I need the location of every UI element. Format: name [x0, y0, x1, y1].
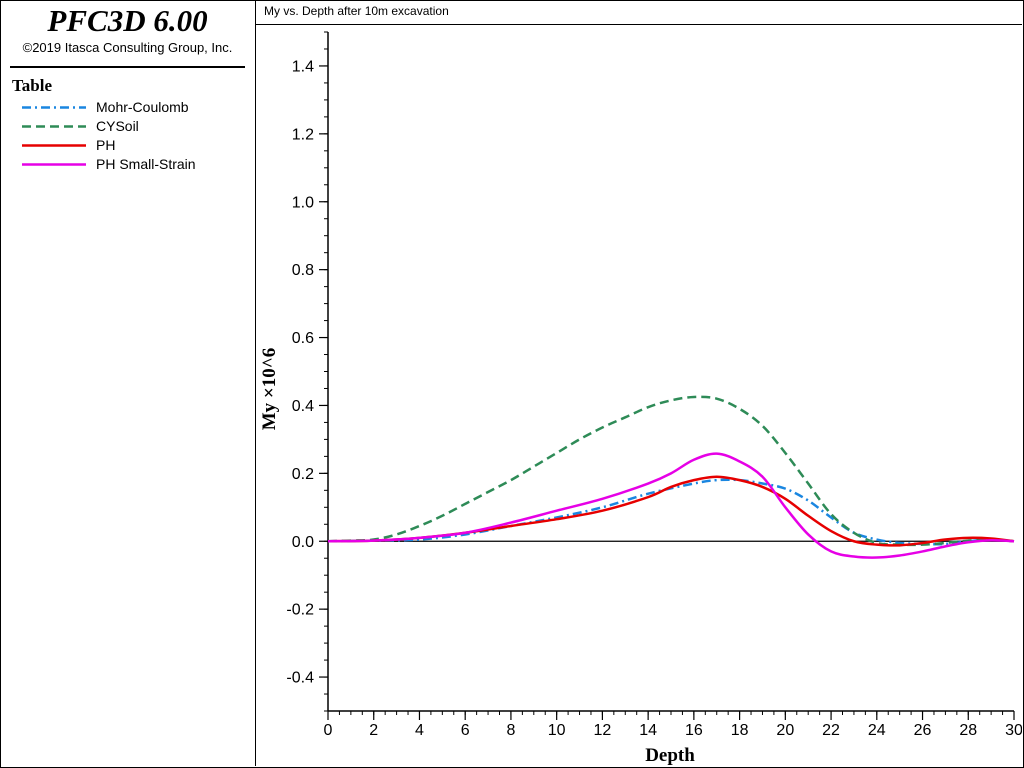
x-tick-label: 30: [1005, 722, 1022, 739]
x-tick-label: 28: [959, 722, 977, 739]
legend-swatch-mohr-coulomb: [22, 106, 86, 109]
legend-title: Table: [12, 76, 53, 95]
y-tick-label: -0.2: [286, 602, 314, 619]
legend-swatch-cysoil: [22, 125, 86, 128]
series-line-ph-small-strain: [327, 452, 1015, 559]
legend-item-mohr-coulomb: Mohr-Coulomb: [22, 98, 252, 117]
legend-item-cysoil: CYSoil: [22, 117, 252, 136]
y-tick-label: 0.4: [292, 398, 314, 415]
y-tick-label: 0.8: [292, 262, 314, 279]
chart-header: My vs. Depth after 10m excavation: [256, 0, 1022, 25]
legend-label-mohr-coulomb: Mohr-Coulomb: [96, 99, 189, 115]
legend-label-ph: PH: [96, 137, 116, 153]
x-tick-label: 8: [506, 722, 515, 739]
series-line-ph: [327, 475, 1015, 547]
app-title: PFC3D 6.00: [47, 3, 208, 38]
legend-swatch-ph: [22, 144, 86, 147]
series-line-cysoil: [327, 395, 1015, 547]
legend-label-ph-small-strain: PH Small-Strain: [96, 156, 196, 172]
chart-plot: -0.4-0.20.00.20.40.60.81.01.21.40 2 4 6 8 10 1…: [259, 31, 1022, 766]
x-tick-label: 22: [822, 722, 840, 739]
y-tick-label: 0.6: [292, 330, 314, 347]
x-tick-label: 24: [868, 722, 886, 739]
y-tick-label: 1.2: [292, 126, 314, 143]
y-axis-label: My ×10^6: [259, 348, 280, 431]
legend-label-cysoil: CYSoil: [96, 118, 139, 134]
chart-axes: -0.4-0.20.00.20.40.60.81.01.21.40 2 4 6 8 10 1…: [286, 31, 1022, 739]
copyright-text: ©2019 Itasca Consulting Group, Inc.: [22, 40, 233, 55]
y-tick-label: 0.2: [292, 466, 314, 483]
x-tick-label: 18: [731, 722, 749, 739]
x-tick-label: 12: [594, 722, 612, 739]
y-tick-label: 1.0: [292, 194, 314, 211]
x-tick-label: 26: [914, 722, 932, 739]
y-tick-label: 1.4: [292, 58, 314, 75]
side-panel: PFC3D 6.00 ©2019 Itasca Consulting Group…: [0, 0, 256, 766]
x-tick-label: 16: [685, 722, 703, 739]
x-tick-label: 6: [461, 722, 470, 739]
x-tick-label: 4: [415, 722, 424, 739]
legend-swatch-ph-small-strain: [22, 163, 86, 166]
legend-item-ph-small-strain: PH Small-Strain: [22, 155, 252, 174]
legend-item-ph: PH: [22, 136, 252, 155]
series-line-mohr-coulomb: [327, 478, 1015, 546]
x-tick-label: 2: [369, 722, 378, 739]
x-axis-label: Depth: [645, 745, 695, 766]
chart-title: My vs. Depth after 10m excavation: [264, 4, 449, 18]
side-divider: [10, 66, 245, 68]
chart-series-group: [327, 395, 1015, 559]
x-tick-label: 14: [639, 722, 657, 739]
y-tick-label: 0.0: [292, 534, 314, 551]
x-tick-label: 0: [324, 722, 333, 739]
x-tick-label: 20: [776, 722, 794, 739]
x-tick-label: 10: [548, 722, 566, 739]
y-tick-label: -0.4: [286, 670, 314, 687]
